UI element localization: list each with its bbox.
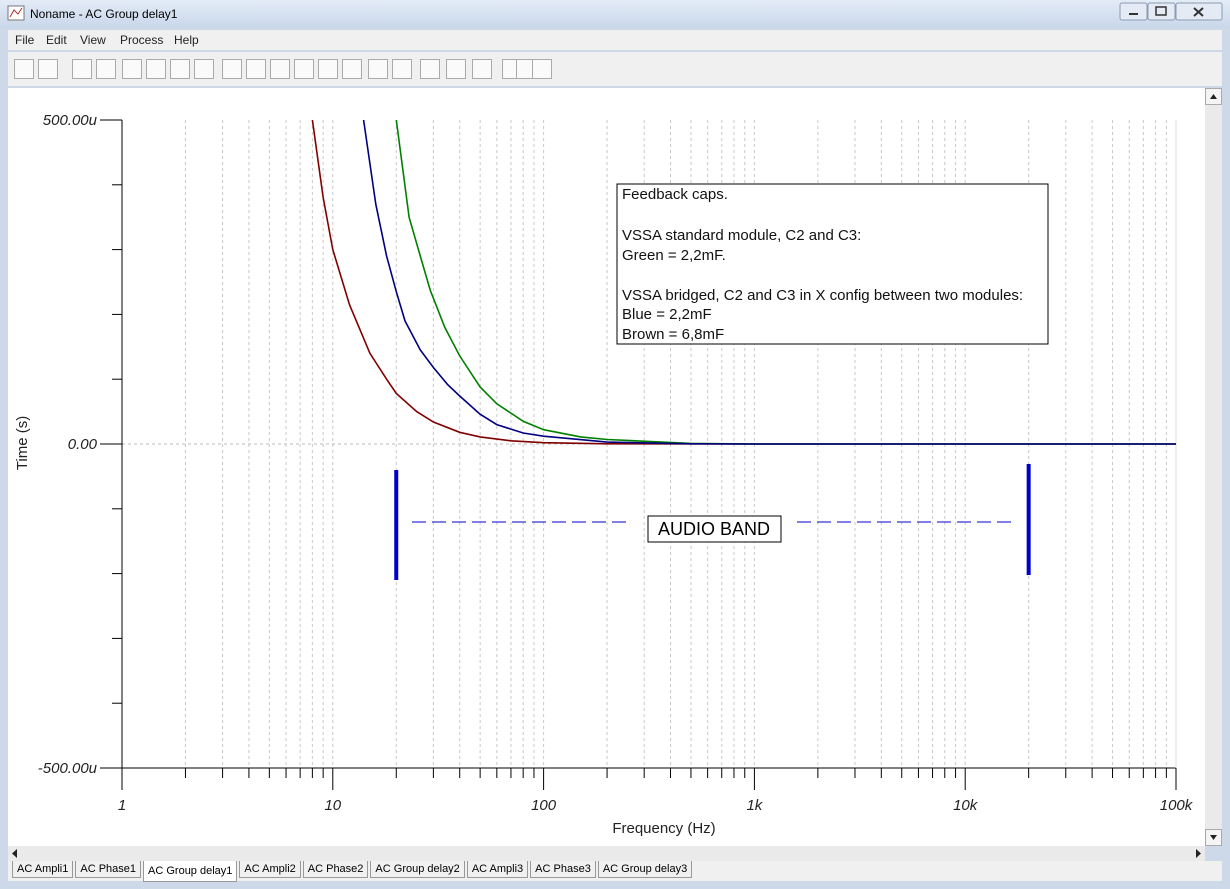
toolbar-button[interactable] (532, 59, 552, 79)
x-tick-label: 10 (324, 797, 341, 814)
toolbar-button[interactable] (318, 59, 338, 79)
toolbar-button[interactable] (446, 59, 466, 79)
vertical-scrollbar[interactable] (1205, 88, 1222, 846)
tab[interactable]: AC Group delay1 (143, 861, 238, 882)
annotation-line: Brown = 6,8mF (622, 326, 724, 343)
toolbar-button[interactable] (246, 59, 266, 79)
menu-item[interactable]: View (80, 33, 106, 47)
menu-item[interactable]: Edit (46, 33, 67, 47)
toolbar-button[interactable] (342, 59, 362, 79)
minimize-button[interactable] (1119, 2, 1148, 21)
toolbar-button[interactable] (96, 59, 116, 79)
band-label-box (647, 515, 782, 543)
toolbar-button[interactable] (270, 59, 290, 79)
x-tick-label: 100k (1160, 797, 1194, 814)
x-tick-label: 100 (531, 797, 557, 814)
y-tick-label: 0.00 (68, 436, 98, 453)
window-title: Noname - AC Group delay1 (30, 7, 178, 21)
toolbar-button[interactable] (14, 59, 34, 79)
toolbar-button[interactable] (392, 59, 412, 79)
toolbar-button[interactable] (38, 59, 58, 79)
maximize-glyph (1155, 6, 1167, 16)
toolbar-button[interactable] (170, 59, 190, 79)
x-tick-label: 10k (953, 797, 979, 814)
scroll-left[interactable] (12, 849, 17, 858)
tab[interactable]: AC Phase3 (530, 861, 596, 878)
tab[interactable]: AC Ampli2 (239, 861, 301, 878)
toolbar-button[interactable] (122, 59, 142, 79)
annotation-box (616, 183, 1049, 345)
menu-item[interactable]: File (15, 33, 35, 47)
menu-item[interactable]: Help (174, 33, 199, 47)
y-tick-label: 500.00u (43, 112, 98, 129)
tab[interactable]: AC Ampli3 (466, 861, 529, 878)
tab[interactable]: AC Group delay3 (597, 861, 693, 878)
x-axis-label: Frequency (Hz) (612, 820, 715, 837)
tab-bar: AC Ampli1 AC Phase1 AC Group delay1 AC Ampl… (8, 861, 1222, 882)
menu-bar: File Edit View Process Help (8, 30, 1222, 50)
tab[interactable]: AC Phase2 (302, 861, 369, 878)
tab[interactable]: AC Group delay2 (370, 861, 465, 878)
tab[interactable]: AC Ampli1 (12, 861, 74, 878)
annotation-line: Blue = 2,2mF (622, 306, 712, 323)
curve (395, 119, 1176, 445)
app-icon-glyph (9, 7, 23, 18)
annotation-line: VSSA bridged, C2 and C3 in X config betw… (622, 287, 1023, 304)
x-tick-label: 1 (118, 797, 126, 814)
curve (311, 119, 1176, 445)
maximize-button[interactable] (1147, 2, 1176, 21)
toolbar-button[interactable] (472, 59, 492, 79)
toolbar-button[interactable] (222, 59, 242, 79)
scroll-right[interactable] (1196, 849, 1201, 858)
tab[interactable]: AC Phase1 (75, 861, 142, 878)
toolbar-button[interactable] (420, 59, 440, 79)
close-glyph (1193, 7, 1204, 17)
toolbar-button[interactable] (146, 59, 166, 79)
y-tick-label: -500.00u (38, 760, 98, 777)
toolbar-button[interactable] (368, 59, 388, 79)
curve (362, 119, 1176, 445)
arrow-glyph (1210, 94, 1217, 99)
horizontal-scrollbar[interactable] (8, 846, 1205, 861)
y-axis-label: Time (s) (14, 416, 31, 470)
toolbar-button[interactable] (294, 59, 314, 79)
annotation-line: VSSA standard module, C2 and C3: (622, 227, 861, 244)
app-icon (7, 5, 25, 21)
annotation-line: Feedback caps. (622, 186, 728, 203)
band-label: AUDIO BAND (658, 519, 770, 539)
scroll-arrows (1205, 88, 1222, 846)
menu-item[interactable]: Process (120, 33, 164, 47)
scroll-arrows (12, 849, 1201, 858)
toolbar-button[interactable] (194, 59, 214, 79)
annotation-line: Green = 2,2mF. (622, 247, 726, 264)
x-tick-label: 1k (746, 797, 763, 814)
toolbar (8, 52, 1222, 86)
arrow-glyph (1210, 835, 1217, 840)
window-icons (7, 2, 1223, 21)
title-bar: Noname - AC Group delay1 (0, 0, 1230, 28)
toolbar-button[interactable] (72, 59, 92, 79)
